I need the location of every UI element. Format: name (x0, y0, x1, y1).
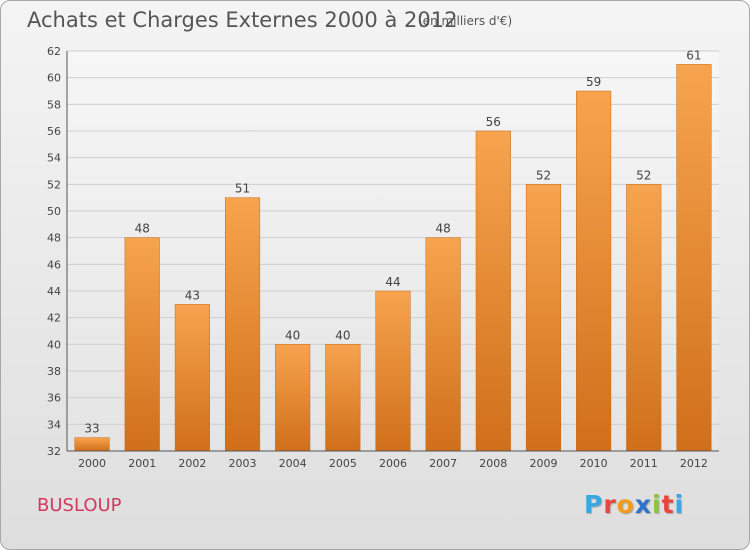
y-tick-label: 58 (47, 98, 61, 111)
bar-2002 (174, 304, 210, 452)
y-tick-label: 32 (47, 445, 61, 458)
y-tick-label: 54 (47, 152, 61, 165)
x-tick-label: 2011 (630, 457, 658, 470)
y-tick-label: 38 (47, 365, 61, 378)
x-tick-label: 2009 (529, 457, 557, 470)
y-tick-label: 34 (47, 418, 61, 431)
y-tick-label: 44 (47, 285, 61, 298)
bar-2007 (425, 237, 461, 452)
data-label: 44 (385, 275, 400, 289)
y-tick-label: 60 (47, 72, 61, 85)
x-tick-label: 2012 (680, 457, 708, 470)
y-tick-label: 42 (47, 312, 61, 325)
data-label: 40 (335, 328, 350, 342)
logo-letter: P (584, 490, 604, 519)
data-label: 59 (586, 75, 601, 89)
data-label: 52 (636, 168, 651, 182)
chart-subtitle: (en milliers d'€) (418, 14, 513, 28)
logo-letter: i (674, 490, 685, 519)
y-tick-label: 48 (47, 232, 61, 245)
x-tick-label: 2003 (229, 457, 257, 470)
y-tick-label: 52 (47, 178, 61, 191)
x-tick-label: 2001 (128, 457, 156, 470)
bar-2010 (576, 90, 612, 452)
x-tick-label: 2004 (279, 457, 307, 470)
data-label: 48 (135, 222, 150, 236)
logo-letter: r (603, 490, 617, 519)
data-label: 33 (84, 422, 99, 436)
logo-letter: i (652, 490, 662, 519)
y-tick-label: 40 (47, 338, 61, 351)
x-tick-label: 2002 (178, 457, 206, 470)
x-tick-label: 2010 (580, 457, 608, 470)
data-label: 56 (486, 115, 501, 129)
y-tick-label: 36 (47, 392, 61, 405)
x-tick-label: 2005 (329, 457, 357, 470)
x-tick-label: 2007 (429, 457, 457, 470)
proxiti-logo: Proxiti (584, 490, 684, 519)
bar-2003 (224, 197, 261, 452)
y-tick-label: 46 (47, 258, 61, 271)
bar-2001 (124, 237, 160, 452)
bars (74, 64, 712, 452)
y-tick-label: 56 (47, 125, 61, 138)
bar-2008 (475, 130, 511, 452)
data-label: 61 (686, 48, 701, 62)
bar-2006 (375, 290, 411, 452)
bar-2012 (676, 64, 712, 452)
axes: 32 34 36 38 40 42 44 46 48 50 52 54 56 58 60 62 2000 2001… (47, 45, 719, 470)
logo-letter: t (661, 490, 675, 519)
data-label: 43 (185, 288, 200, 302)
x-tick-label: 2006 (379, 457, 407, 470)
x-tick-label: 2000 (78, 457, 106, 470)
bar-2011 (626, 184, 662, 452)
commune-name: BUSLOUP (37, 495, 122, 516)
bar-2004 (275, 344, 311, 452)
data-label: 51 (235, 182, 250, 196)
x-tick-label: 2008 (479, 457, 507, 470)
data-label: 48 (436, 222, 451, 236)
y-tick-label: 62 (47, 45, 61, 58)
y-tick-label: 50 (47, 205, 61, 218)
bar-2009 (525, 184, 562, 452)
logo-letter: x (634, 490, 652, 519)
logo-letter: o (616, 490, 635, 519)
bar-2000 (74, 437, 110, 452)
data-label: 52 (536, 168, 551, 182)
data-label: 40 (285, 328, 300, 342)
chart-title: Achats et Charges Externes 2000 à 2012 (27, 8, 458, 32)
bar-2005 (325, 344, 361, 452)
data-labels: 33 48 43 51 40 40 44 48 56 52 59 52 61 (84, 48, 701, 435)
